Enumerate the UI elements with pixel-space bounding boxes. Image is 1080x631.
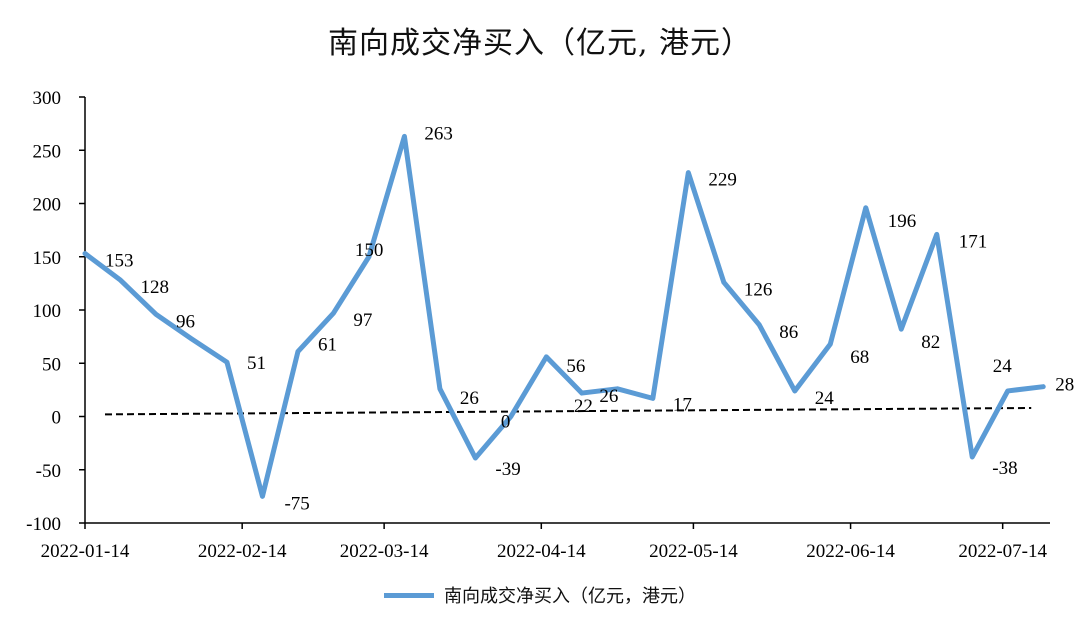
y-tick-label: -50 bbox=[36, 461, 61, 482]
data-label: 229 bbox=[708, 170, 737, 191]
data-point bbox=[226, 361, 228, 363]
x-tick-label: 2022-03-14 bbox=[340, 541, 429, 562]
data-point bbox=[439, 388, 441, 390]
data-label: 82 bbox=[921, 332, 940, 353]
data-label: 86 bbox=[779, 322, 798, 343]
data-label: 24 bbox=[815, 388, 835, 409]
data-point bbox=[545, 356, 547, 358]
data-label: 26 bbox=[460, 388, 479, 409]
data-point bbox=[403, 135, 405, 137]
data-point bbox=[794, 390, 796, 392]
data-label: 0 bbox=[501, 412, 511, 433]
data-point bbox=[900, 328, 902, 330]
y-tick-label: 150 bbox=[33, 248, 62, 269]
x-tick-label: 2022-04-14 bbox=[497, 541, 586, 562]
data-label: 126 bbox=[744, 279, 773, 300]
data-point bbox=[581, 392, 583, 394]
data-point bbox=[190, 338, 192, 340]
data-label: 51 bbox=[247, 353, 266, 374]
data-point bbox=[687, 172, 689, 174]
data-label: 263 bbox=[424, 123, 453, 144]
data-label: 26 bbox=[599, 386, 618, 407]
x-axis-ticks: 2022-01-14 2022-02-14 2022-03-14 2022-04-14… bbox=[41, 523, 1047, 562]
x-tick-label: 2022-01-14 bbox=[41, 541, 130, 562]
data-point bbox=[1042, 386, 1044, 388]
data-point bbox=[261, 495, 263, 497]
data-point bbox=[936, 233, 938, 235]
data-point bbox=[829, 343, 831, 345]
x-tick-label: 2022-05-14 bbox=[649, 541, 738, 562]
data-label: 61 bbox=[318, 335, 337, 356]
series-line bbox=[82, 133, 1046, 499]
data-label: 196 bbox=[888, 211, 917, 232]
trend-line bbox=[104, 406, 1032, 416]
chart-title: 南向成交净买入（亿元, 港元） bbox=[327, 26, 753, 61]
data-point bbox=[297, 351, 299, 353]
y-tick-label: -100 bbox=[26, 514, 61, 535]
data-point bbox=[474, 457, 476, 459]
y-tick-label: 100 bbox=[33, 301, 62, 322]
data-point bbox=[758, 324, 760, 326]
data-point bbox=[723, 281, 725, 283]
data-label: 96 bbox=[176, 311, 195, 332]
data-point bbox=[119, 279, 121, 281]
data-label: 150 bbox=[355, 240, 384, 261]
legend-label: 南向成交净买入（亿元，港元） bbox=[444, 586, 696, 607]
data-point bbox=[84, 253, 86, 255]
data-label: 56 bbox=[566, 356, 585, 377]
data-point bbox=[865, 207, 867, 209]
data-point bbox=[510, 416, 512, 417]
axes bbox=[84, 97, 1050, 524]
data-point bbox=[616, 388, 618, 390]
data-point bbox=[1007, 390, 1009, 392]
y-tick-label: 200 bbox=[33, 195, 62, 216]
y-tick-label: 50 bbox=[42, 354, 61, 375]
data-label: 22 bbox=[574, 396, 593, 417]
y-axis-ticks: 300 250 200 150 100 50 0 -50 -100 bbox=[26, 88, 85, 535]
x-tick-label: 2022-07-14 bbox=[958, 541, 1047, 562]
data-labels-group: 153 128 96 51 -75 61 97 150 263 26 -39 0 56 22 26 17 229… bbox=[105, 123, 1074, 514]
data-point bbox=[652, 397, 654, 399]
data-point bbox=[332, 312, 334, 314]
data-label: -75 bbox=[284, 493, 309, 514]
data-label: 17 bbox=[673, 394, 692, 415]
data-label: 128 bbox=[140, 277, 169, 298]
data-label: 24 bbox=[993, 356, 1013, 377]
x-tick-label: 2022-02-14 bbox=[198, 541, 287, 562]
data-point bbox=[368, 256, 370, 258]
data-label: -38 bbox=[992, 458, 1017, 479]
data-label: 171 bbox=[959, 231, 988, 252]
legend: 南向成交净买入（亿元，港元） bbox=[0, 582, 1080, 608]
y-tick-label: 300 bbox=[33, 88, 62, 109]
y-tick-label: 250 bbox=[33, 141, 62, 162]
data-label: 68 bbox=[850, 347, 869, 368]
x-tick-label: 2022-06-14 bbox=[806, 541, 895, 562]
data-point bbox=[971, 456, 973, 458]
y-tick-label: 0 bbox=[52, 408, 62, 429]
data-point bbox=[155, 313, 157, 315]
series-group bbox=[82, 133, 1046, 499]
trend-line-group bbox=[104, 406, 1032, 416]
data-label: 28 bbox=[1055, 375, 1074, 396]
data-label: 97 bbox=[353, 310, 372, 331]
legend-line-swatch bbox=[384, 592, 434, 598]
data-label: -39 bbox=[495, 459, 520, 480]
data-label: 153 bbox=[105, 251, 134, 272]
